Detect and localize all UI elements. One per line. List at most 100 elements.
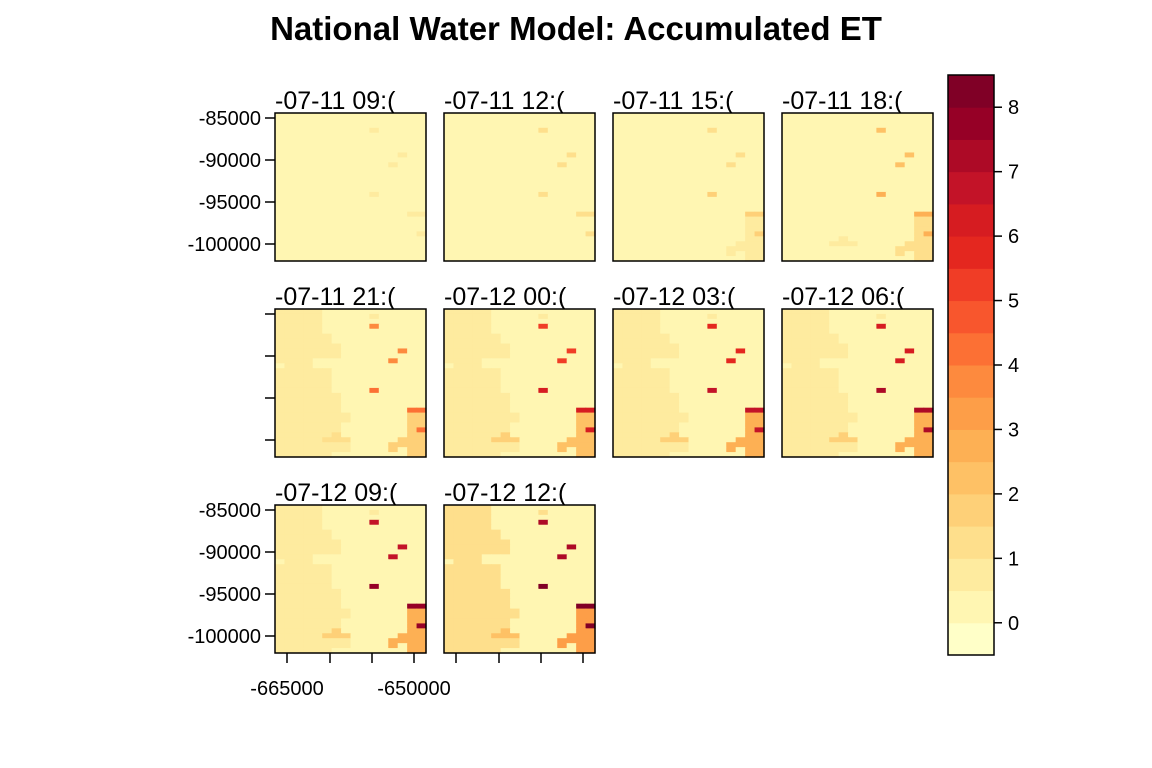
cell (650, 137, 661, 144)
cell (848, 162, 859, 168)
cell (566, 191, 577, 198)
cell (481, 122, 492, 129)
cell (481, 452, 492, 458)
cell (641, 187, 652, 193)
cell (275, 544, 286, 550)
cell (848, 256, 859, 262)
cell (622, 338, 633, 345)
cell (547, 427, 558, 433)
cell (622, 427, 633, 433)
cell (500, 569, 511, 575)
colorbar-tick-label: 8 (1008, 97, 1019, 119)
cell (904, 211, 915, 218)
cell (557, 172, 568, 178)
cell (557, 452, 568, 458)
cell (369, 643, 380, 649)
cell (660, 157, 671, 163)
cell (829, 343, 840, 350)
colorbar-swatch (948, 107, 994, 140)
cell (904, 122, 915, 129)
cell (481, 407, 492, 414)
cell (397, 519, 408, 526)
cell (613, 397, 624, 404)
cell (510, 593, 521, 600)
cell (829, 122, 840, 129)
cell (547, 559, 558, 565)
cell (866, 323, 877, 330)
cell (407, 539, 418, 546)
cell (407, 368, 418, 374)
cell (716, 167, 727, 173)
cell (275, 353, 286, 359)
cell (641, 236, 652, 242)
cell (369, 182, 380, 188)
cell (491, 226, 502, 232)
cell (895, 373, 906, 379)
y-tick-label: -85000 (199, 108, 261, 130)
cell (547, 167, 558, 173)
cell (566, 519, 577, 526)
cell (631, 127, 642, 134)
cell (688, 137, 699, 144)
cell (679, 407, 690, 414)
cell (866, 142, 877, 149)
cell (453, 509, 464, 516)
cell (462, 628, 473, 634)
cell (885, 407, 896, 414)
cell (519, 152, 530, 158)
cell (528, 226, 539, 232)
cell (491, 452, 502, 458)
cell (312, 333, 323, 340)
cell (510, 241, 521, 247)
cell (322, 191, 333, 198)
cell (697, 157, 708, 163)
cell (660, 231, 671, 237)
cell (829, 236, 840, 242)
cell (707, 378, 718, 384)
cell (576, 643, 587, 649)
cell (914, 338, 925, 345)
cell (848, 137, 859, 144)
cell (660, 432, 671, 438)
cell (885, 201, 896, 208)
cell (322, 137, 333, 144)
cell (538, 574, 549, 580)
cell (378, 358, 389, 364)
cell (481, 373, 492, 379)
cell (631, 387, 642, 394)
cell (688, 378, 699, 384)
cell (876, 358, 887, 364)
cell (557, 216, 568, 223)
cell (528, 579, 539, 585)
cell (331, 648, 342, 654)
cell (359, 373, 370, 379)
cell (838, 117, 849, 124)
cell (857, 167, 868, 173)
cell (359, 417, 370, 424)
cell (378, 554, 389, 560)
cell (388, 603, 399, 610)
cell (444, 216, 455, 223)
cell (754, 191, 765, 198)
cell (341, 628, 352, 634)
cell (791, 113, 802, 119)
cell (472, 333, 483, 340)
cell (819, 246, 830, 252)
cell (303, 613, 314, 620)
cell (293, 246, 304, 252)
cell (679, 422, 690, 428)
cell (453, 569, 464, 575)
cell (557, 122, 568, 129)
cell (378, 122, 389, 129)
cell (716, 196, 727, 203)
cell (369, 318, 380, 325)
cell (707, 157, 718, 163)
cell (754, 216, 765, 223)
cell (660, 127, 671, 134)
cell (500, 603, 511, 610)
cell (359, 167, 370, 173)
cell (293, 113, 304, 119)
cell (641, 211, 652, 218)
cell (547, 524, 558, 531)
cell (453, 323, 464, 330)
